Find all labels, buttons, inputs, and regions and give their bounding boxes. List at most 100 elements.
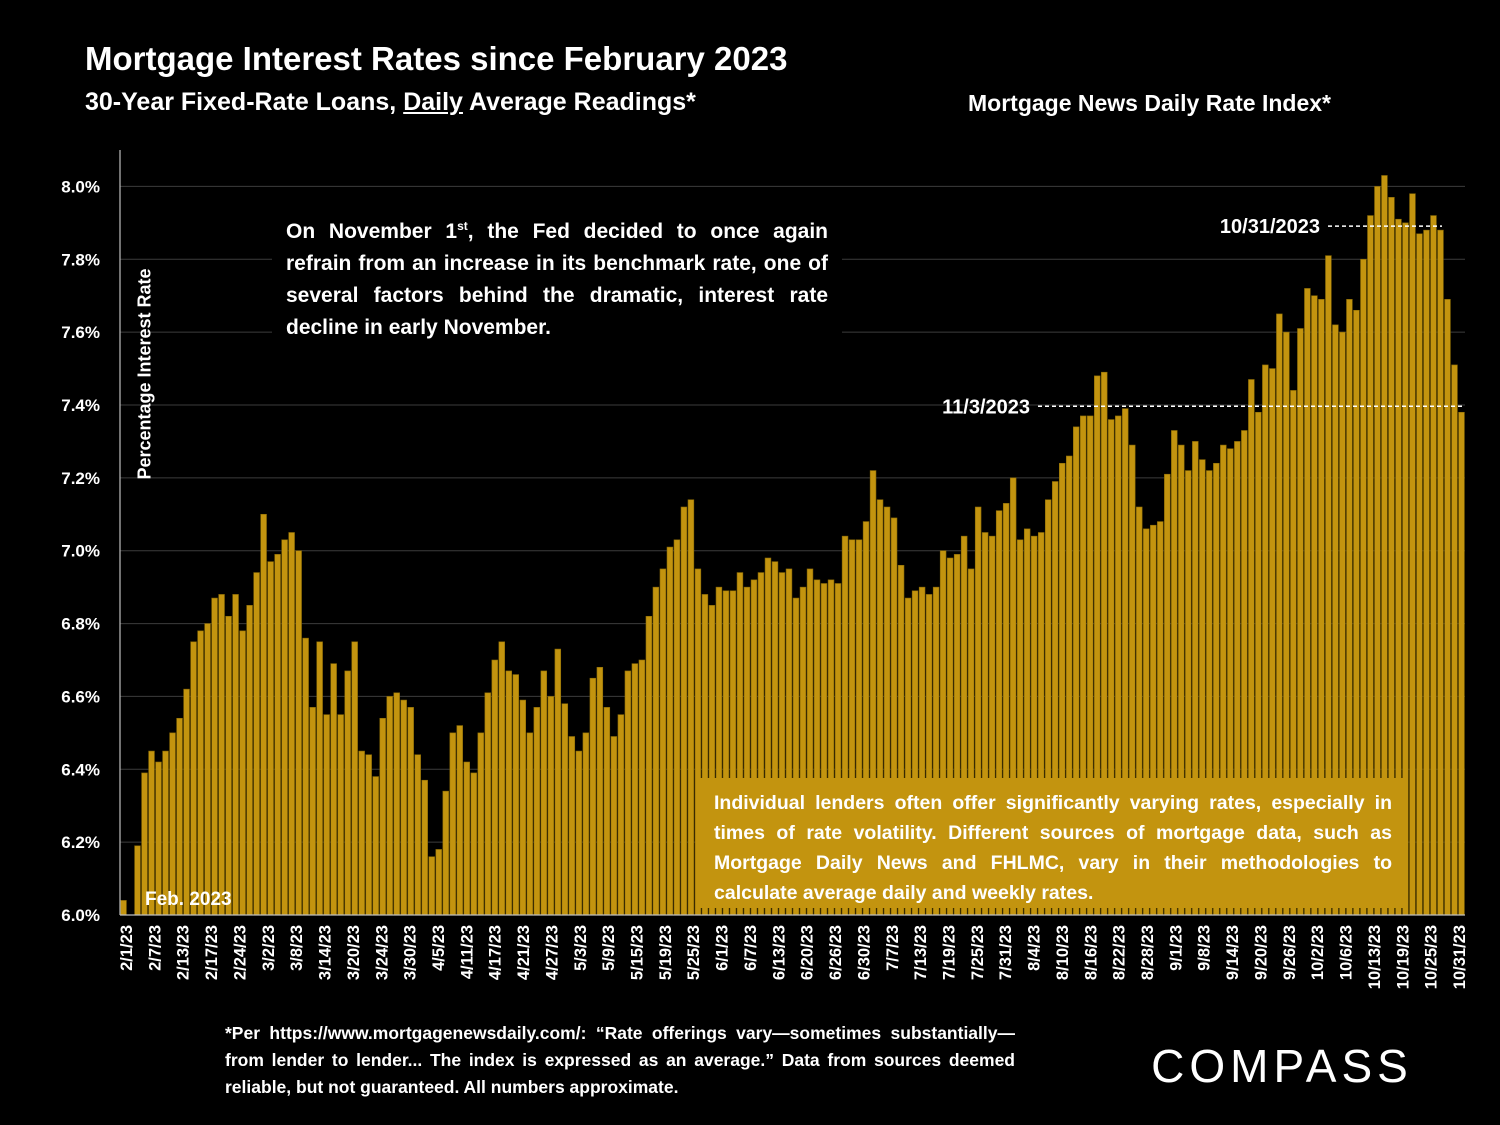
x-tick-label: 8/28/23 — [1139, 925, 1157, 980]
x-tick-label: 5/15/23 — [629, 925, 647, 980]
x-tick-label: 6/7/23 — [742, 925, 760, 971]
bar — [358, 750, 365, 916]
x-tick-label: 7/7/23 — [884, 925, 902, 971]
bar — [463, 761, 470, 916]
bar — [225, 615, 232, 916]
x-tick-label: 2/13/23 — [175, 925, 193, 980]
y-tick-label: 7.0% — [61, 542, 100, 561]
x-tick-label: 3/20/23 — [345, 925, 363, 980]
bar — [435, 849, 442, 916]
x-tick-label: 4/5/23 — [430, 925, 448, 971]
x-tick-label: 2/24/23 — [231, 925, 249, 980]
x-tick-label: 7/25/23 — [969, 925, 987, 980]
bar — [526, 732, 534, 916]
bar — [505, 670, 512, 916]
bar — [589, 677, 597, 916]
bar — [183, 688, 190, 916]
x-tick-label: 5/19/23 — [657, 925, 675, 980]
bar — [295, 550, 302, 916]
bar — [309, 707, 316, 916]
y-tick-label: 8.0% — [61, 177, 100, 196]
x-tick-label: 8/4/23 — [1026, 925, 1044, 971]
bar — [120, 900, 127, 916]
bar — [337, 714, 344, 916]
bar — [211, 597, 218, 916]
bar — [603, 707, 611, 916]
bar — [540, 670, 548, 916]
x-tick-label: 10/6/23 — [1338, 925, 1356, 980]
bar — [393, 692, 400, 916]
x-tick-label: 6/1/23 — [714, 925, 732, 971]
bar — [498, 641, 505, 916]
bar — [414, 754, 421, 916]
bar — [1458, 411, 1465, 916]
chart-subtitle: 30-Year Fixed-Rate Loans, Daily Average … — [85, 88, 696, 117]
fed-note-part1: On November 1 — [286, 220, 458, 243]
bar — [218, 594, 225, 916]
bar — [617, 714, 625, 916]
bar — [197, 630, 204, 916]
bar — [680, 506, 688, 916]
bar — [638, 659, 646, 916]
bar — [288, 532, 295, 916]
x-tick-label: 10/31/23 — [1451, 925, 1469, 989]
bar — [260, 513, 267, 916]
bar — [267, 561, 274, 916]
y-tick-label: 6.2% — [61, 833, 100, 852]
x-tick-label: 7/13/23 — [912, 925, 930, 980]
x-tick-label: 6/20/23 — [799, 925, 817, 980]
x-tick-label: 9/8/23 — [1196, 925, 1214, 971]
bar — [491, 659, 498, 916]
bar — [631, 663, 639, 916]
index-label: Mortgage News Daily Rate Index* — [968, 90, 1331, 116]
bar — [239, 630, 246, 916]
y-tick-label: 6.0% — [61, 906, 100, 925]
fed-note-superscript: st — [457, 219, 468, 233]
compass-logo-text: COMPASS — [1151, 1040, 1413, 1092]
bar — [561, 703, 569, 916]
bar — [582, 732, 590, 916]
y-tick-label: 7.2% — [61, 469, 100, 488]
bar — [1409, 193, 1416, 916]
bar — [470, 772, 477, 916]
x-tick-label: 2/17/23 — [203, 925, 221, 980]
bar — [344, 670, 351, 916]
bar — [610, 736, 618, 916]
bar — [547, 696, 555, 916]
bar — [169, 732, 176, 916]
chart-title: Mortgage Interest Rates since February 2… — [85, 40, 788, 77]
bar — [1423, 229, 1430, 916]
lender-variation-note: Individual lenders often offer significa… — [700, 778, 1406, 908]
bar — [1430, 215, 1437, 916]
bar — [281, 539, 288, 916]
subtitle-prefix: 30-Year Fixed-Rate Loans, — [85, 88, 404, 116]
x-tick-label: 7/31/23 — [997, 925, 1015, 980]
x-tick-label: 2/1/23 — [118, 925, 136, 971]
x-tick-label: 3/2/23 — [260, 925, 278, 971]
x-tick-label: 9/1/23 — [1167, 925, 1185, 971]
bar — [365, 754, 372, 916]
annotation-oct-31: 10/31/2023 — [1220, 216, 1320, 238]
subtitle-suffix: Average Readings* — [462, 88, 696, 116]
x-tick-label: 4/11/23 — [458, 925, 476, 979]
bar — [687, 499, 695, 916]
compass-logo: COMPASS — [1151, 1040, 1413, 1092]
fed-decision-note: On November 1st, the Fed decided to once… — [272, 212, 842, 352]
bar — [302, 637, 309, 916]
bar — [519, 699, 527, 916]
bar — [232, 594, 239, 916]
y-tick-label: 7.8% — [61, 250, 100, 269]
bar — [554, 648, 562, 916]
bar — [407, 707, 414, 916]
bar — [659, 568, 667, 916]
bar — [400, 699, 407, 916]
bar — [1444, 299, 1451, 916]
bar — [512, 674, 519, 916]
y-tick-label: 7.6% — [61, 323, 100, 342]
bar — [421, 779, 428, 916]
bar — [1437, 229, 1444, 916]
x-tick-label: 9/20/23 — [1252, 925, 1270, 980]
x-tick-label: 8/22/23 — [1111, 925, 1129, 980]
bar — [176, 717, 183, 916]
bar — [204, 623, 211, 916]
